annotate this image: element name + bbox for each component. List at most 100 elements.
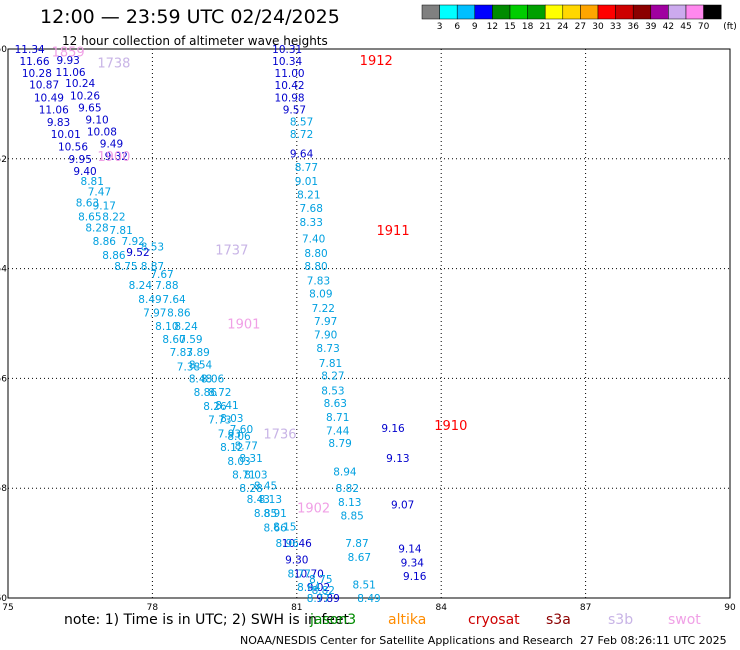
wave-height-label: 8.77 [307,593,330,605]
chart-title: 12:00 — 23:59 UTC 02/24/2025 [40,6,340,28]
wave-height-label: 9.01 [295,176,318,188]
mission-legend-item: s3a [546,612,571,628]
x-tick-label: 84 [435,603,447,613]
wave-height-label: 9.16 [403,571,427,583]
wave-height-label: 7.38 [177,361,200,373]
scale-tick-label: 45 [680,22,691,32]
mission-legend-item: cryosat [468,612,520,628]
y-tick-label: -60 [0,594,7,604]
wave-height-label: 8.91 [263,508,286,520]
wave-height-label: 11.34 [15,44,45,56]
wave-height-label: 7.47 [88,187,111,199]
wave-height-label: 8.54 [189,360,213,372]
wave-height-label: 8.45 [254,480,277,492]
wave-height-label: 7.97 [143,308,166,320]
wave-height-label: 10.24 [65,78,95,90]
scale-tick-label: 18 [522,22,534,32]
x-tick-label: 81 [291,603,302,613]
wave-height-label: 8.63 [324,398,347,410]
mission-legend-item: jason3 [310,612,357,628]
wave-height-label: 9.34 [401,557,425,569]
wave-height-label: 10.56 [58,142,88,154]
wave-height-label: 10.70 [294,568,324,580]
wave-height-label: 8.53 [141,242,164,254]
track-label: 1900 [97,150,130,165]
wave-height-label: 8.24 [174,321,198,333]
wave-height-label: 9.07 [391,500,414,512]
wave-height-label: 8.64 [297,582,321,594]
wave-height-label: 8.13 [259,494,282,506]
wave-height-label: 7.81 [109,225,132,237]
wave-height-label: 8.03 [220,413,243,425]
scale-tick-label: 9 [472,22,478,32]
track-label: 1859 [52,46,85,61]
wave-height-label: 8.51 [352,579,375,591]
wave-height-label: 8.24 [129,280,153,292]
x-tick-label: 90 [724,603,736,613]
wave-height-label: 11.66 [19,56,49,68]
wave-height-label: 7.83 [170,347,193,359]
wave-height-label: 7.81 [319,358,342,370]
wave-height-label: 8.77 [295,162,318,174]
scale-swatch [703,4,722,20]
wave-height-label: 7.67 [150,269,173,281]
scale-tick-label: 12 [487,22,498,32]
wave-height-label: 8.67 [348,552,371,564]
wave-height-label: 8.82 [336,483,359,495]
wave-height-label: 8.86 [102,250,126,262]
wave-height-label: 8.09 [309,288,332,300]
wave-height-label: 7.64 [162,294,186,306]
wave-height-label: 7.92 [121,236,144,248]
wave-height-label: 8.22 [102,211,125,223]
wave-height-label: 8.57 [290,116,313,128]
wave-height-label: 8.85 [340,511,363,523]
wave-height-label: 8.79 [328,438,351,450]
wave-height-label: 8.75 [114,261,137,273]
wave-height-label: 8.77 [235,440,258,452]
track-label: 1901 [227,318,260,333]
scale-tick-label: 39 [645,22,657,32]
wave-height-label: 8.96 [275,538,299,550]
wave-height-label: 8.03 [227,456,250,468]
wave-height-label: 11.00 [275,68,305,80]
wave-height-label: 8.28 [85,222,108,234]
wave-height-label: 8.75 [309,574,332,586]
track-label: 1911 [377,224,410,239]
wave-height-label: 10.42 [275,80,305,92]
wave-height-label: 8.15 [273,522,296,534]
wave-height-label: 8.86 [93,236,117,248]
wave-height-label: 8.81 [81,176,104,188]
wave-height-label: 8.72 [290,129,313,141]
scale-tick-label: 30 [592,22,604,32]
wave-height-label: 8.03 [244,469,267,481]
wave-height-label: 10.08 [87,126,117,138]
y-tick-label: -52 [0,155,7,165]
wave-height-label: 10.46 [282,538,312,550]
wave-height-label: 7.44 [326,426,350,438]
track-label: 1736 [263,427,296,442]
wave-height-label: 8.41 [215,400,238,412]
wave-height-label: 8.85 [254,508,277,520]
y-tick-label: -58 [0,484,7,494]
wave-height-label: 8.06 [227,431,251,443]
wave-height-label: 9.93 [56,55,79,67]
scale-tick-label: 70 [698,22,710,32]
wave-height-label: 8.13 [338,497,361,509]
scale-tick-label: 15 [504,22,515,32]
wave-height-label: 7.73 [208,415,231,427]
wave-height-label: 11.06 [39,104,69,116]
x-tick-label: 75 [2,603,13,613]
wave-height-label: 8.72 [208,387,231,399]
wave-height-label: 8.94 [333,467,357,479]
wave-height-label: 9.83 [47,117,70,129]
wave-height-label: 9.64 [290,148,314,160]
wave-height-label: 11.06 [56,67,86,79]
wave-height-label: 8.48 [189,373,212,385]
wave-height-label: 7.83 [307,276,330,288]
track-label: 1912 [360,54,393,69]
wave-height-label: 8.77 [288,568,311,580]
wave-height-label: 8.87 [141,261,164,273]
wave-height-label: 7.68 [300,203,323,215]
wave-height-label: 7.97 [314,316,337,328]
wave-height-label: 8.66 [263,523,287,535]
